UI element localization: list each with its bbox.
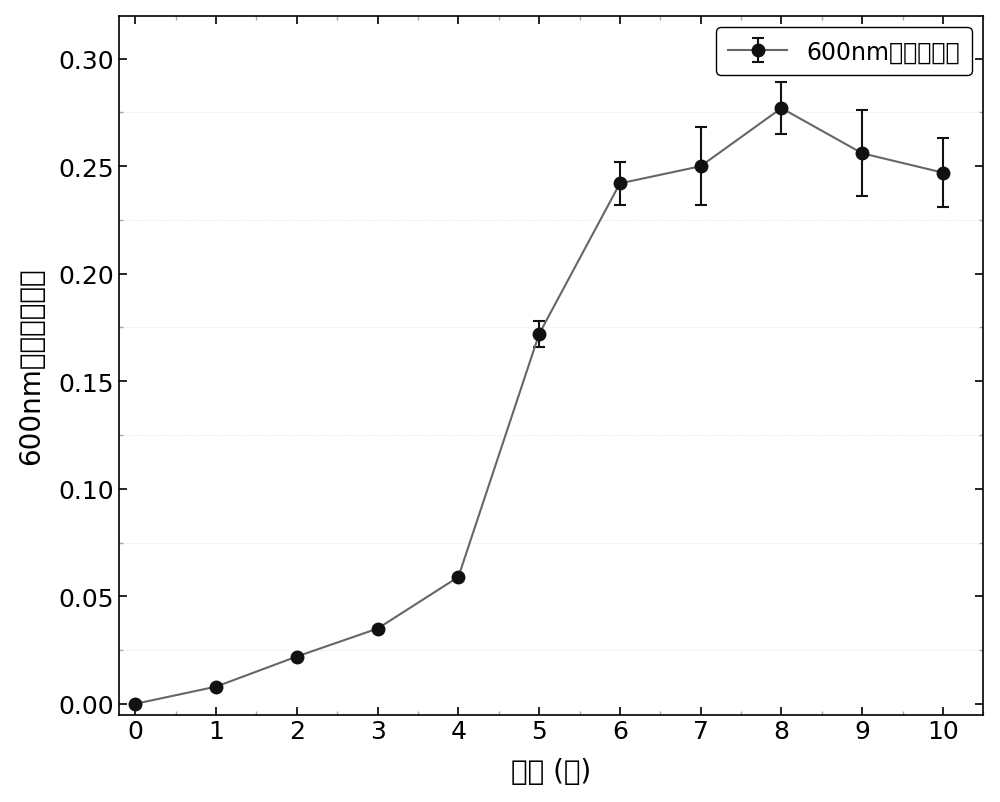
Y-axis label: 600nm波长的吸光值: 600nm波长的吸光值: [17, 267, 45, 464]
Legend: 600nm波长吸光值: 600nm波长吸光值: [716, 28, 972, 76]
X-axis label: 时间 (天): 时间 (天): [511, 757, 591, 785]
